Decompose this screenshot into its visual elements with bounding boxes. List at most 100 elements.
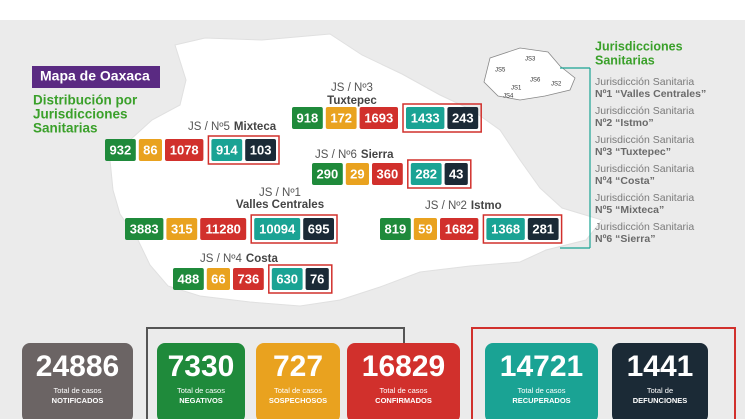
total-box — [347, 343, 460, 419]
case-box — [233, 268, 264, 290]
legend-name: Nº3 “Tuxtepec” — [595, 146, 671, 158]
case-box — [527, 218, 559, 240]
total-value: 14721 — [500, 350, 583, 383]
case-box — [410, 163, 442, 185]
total-kind: RECUPERADOS — [512, 396, 570, 405]
minimap — [483, 47, 576, 101]
case-count: 819 — [385, 221, 407, 236]
legend-name: Nº4 “Costa” — [595, 175, 655, 187]
total-caption: Total de casos — [380, 386, 428, 395]
case-box — [105, 139, 136, 161]
group-frame — [471, 327, 736, 419]
subtitle: Sanitarias — [33, 121, 98, 136]
case-box — [305, 268, 329, 290]
case-box — [125, 218, 164, 240]
highlight-frame — [250, 214, 338, 244]
minimap-label: JS1 — [511, 86, 522, 92]
total-value: 1441 — [627, 350, 694, 383]
case-box — [406, 107, 445, 129]
case-count: 243 — [452, 110, 474, 125]
legend-line: Jurisdicción Sanitaria — [595, 163, 694, 175]
total-kind: CONFIRMADOS — [375, 396, 432, 405]
total-caption: Total de casos — [274, 386, 322, 395]
minimap-label: JS6 — [530, 78, 541, 84]
total-caption: Total de — [647, 386, 673, 395]
legend-title: Jurisdicciones — [595, 39, 683, 53]
case-count: 932 — [110, 142, 132, 157]
case-box — [165, 139, 204, 161]
legend-connector — [560, 67, 591, 249]
jurisdiction-name: Costa — [246, 253, 279, 265]
legend-line: Jurisdicción Sanitaria — [595, 192, 694, 204]
jurisdiction-name: Sierra — [361, 149, 394, 161]
total-box — [256, 343, 340, 419]
case-box — [372, 163, 403, 185]
legend-line: Jurisdicción Sanitaria — [595, 105, 694, 117]
jurisdiction-name: Tuxtepec — [327, 95, 377, 107]
jurisdiction-code: JS / Nº1 — [259, 187, 301, 199]
minimap-label: JS5 — [495, 68, 506, 74]
case-box — [292, 107, 323, 129]
subtitle: Jurisdicciones — [33, 107, 128, 122]
case-count: 103 — [250, 142, 272, 157]
case-count: 76 — [310, 271, 324, 286]
legend-name: Nº1 “Valles Centrales” — [595, 88, 706, 100]
case-box — [303, 218, 334, 240]
case-box — [138, 139, 162, 161]
total-kind: SOSPECHOSOS — [269, 396, 327, 405]
total-kind: DEFUNCIONES — [633, 396, 688, 405]
total-value: 24886 — [36, 350, 119, 383]
case-box — [271, 268, 303, 290]
content: Distribución porJurisdiccionesSanitarias… — [22, 39, 736, 419]
case-count: 1078 — [170, 142, 199, 157]
case-count: 315 — [171, 221, 193, 236]
case-count: 1693 — [364, 110, 393, 125]
case-box — [444, 163, 468, 185]
subtitle: Distribución por — [33, 93, 138, 108]
jurisdiction-label: JS / Nº2 Istmo — [425, 200, 502, 212]
legend-name: Nº5 “Mixteca” — [595, 204, 664, 216]
minimap-label: JS4 — [503, 94, 514, 100]
minimap-label: JS3 — [525, 57, 536, 63]
case-box — [380, 218, 411, 240]
case-count: 1368 — [491, 221, 520, 236]
case-box — [345, 163, 369, 185]
case-count: 1682 — [445, 221, 474, 236]
case-count: 29 — [350, 166, 364, 181]
case-count: 86 — [143, 142, 157, 157]
total-caption: Total de casos — [54, 386, 102, 395]
total-value: 727 — [273, 350, 323, 383]
badge-bg — [32, 66, 160, 88]
case-count: 736 — [238, 271, 260, 286]
case-count: 282 — [415, 166, 437, 181]
badge: Mapa de Oaxaca — [40, 68, 150, 84]
case-box — [254, 218, 301, 240]
case-count: 290 — [317, 166, 339, 181]
legend-line: Jurisdicción Sanitaria — [595, 134, 694, 146]
total-value: 7330 — [168, 350, 235, 383]
case-box — [211, 139, 243, 161]
total-kind: NEGATIVOS — [179, 396, 223, 405]
legend-name: Nº6 “Sierra” — [595, 233, 655, 245]
case-box — [486, 218, 525, 240]
case-count: 10094 — [259, 221, 296, 236]
jurisdiction-code: JS / Nº3 — [331, 82, 373, 94]
case-count: 360 — [377, 166, 399, 181]
total-box — [612, 343, 708, 419]
case-box — [245, 139, 276, 161]
jurisdiction-code: JS / Nº4 — [200, 253, 243, 265]
case-box — [413, 218, 437, 240]
case-count: 918 — [297, 110, 319, 125]
highlight-frame — [207, 135, 280, 165]
highlight-frame — [482, 214, 563, 244]
case-box — [206, 268, 230, 290]
legend-name: Nº2 “Istmo” — [595, 117, 654, 129]
total-caption: Total de casos — [177, 386, 225, 395]
highlight-frame — [407, 159, 472, 189]
jurisdiction-name: Valles Centrales — [236, 199, 324, 211]
case-count: 488 — [178, 271, 200, 286]
jurisdiction-code: JS / Nº6 — [315, 149, 357, 161]
case-box — [359, 107, 398, 129]
